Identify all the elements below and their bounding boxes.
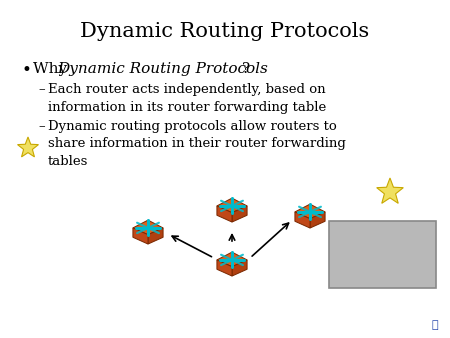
- Text: Router
Forwarding
Table Data: Router Forwarding Table Data: [343, 230, 422, 279]
- FancyBboxPatch shape: [329, 221, 436, 288]
- Text: Each router acts independently, based on
information in its router forwarding ta: Each router acts independently, based on…: [48, 83, 326, 114]
- Polygon shape: [133, 228, 148, 244]
- Text: Dynamic Routing Protocols: Dynamic Routing Protocols: [81, 22, 369, 41]
- Text: Why: Why: [33, 62, 72, 76]
- Polygon shape: [217, 252, 247, 267]
- Polygon shape: [310, 212, 325, 228]
- Polygon shape: [148, 228, 163, 244]
- Polygon shape: [377, 178, 403, 203]
- Text: •: •: [22, 62, 32, 79]
- Text: –: –: [38, 120, 45, 133]
- Text: Dynamic routing protocols allow routers to
share information in their router for: Dynamic routing protocols allow routers …: [48, 120, 346, 168]
- Polygon shape: [295, 204, 325, 219]
- Polygon shape: [217, 198, 247, 213]
- Polygon shape: [295, 212, 310, 228]
- Text: –: –: [38, 83, 45, 96]
- Text: Dynamic Routing Protocols: Dynamic Routing Protocols: [57, 62, 268, 76]
- Polygon shape: [217, 260, 232, 276]
- Text: ?: ?: [242, 62, 250, 76]
- Polygon shape: [217, 206, 232, 222]
- Polygon shape: [18, 137, 38, 157]
- Polygon shape: [133, 220, 163, 235]
- Polygon shape: [232, 206, 247, 222]
- Text: 🔈: 🔈: [432, 320, 438, 330]
- Polygon shape: [232, 260, 247, 276]
